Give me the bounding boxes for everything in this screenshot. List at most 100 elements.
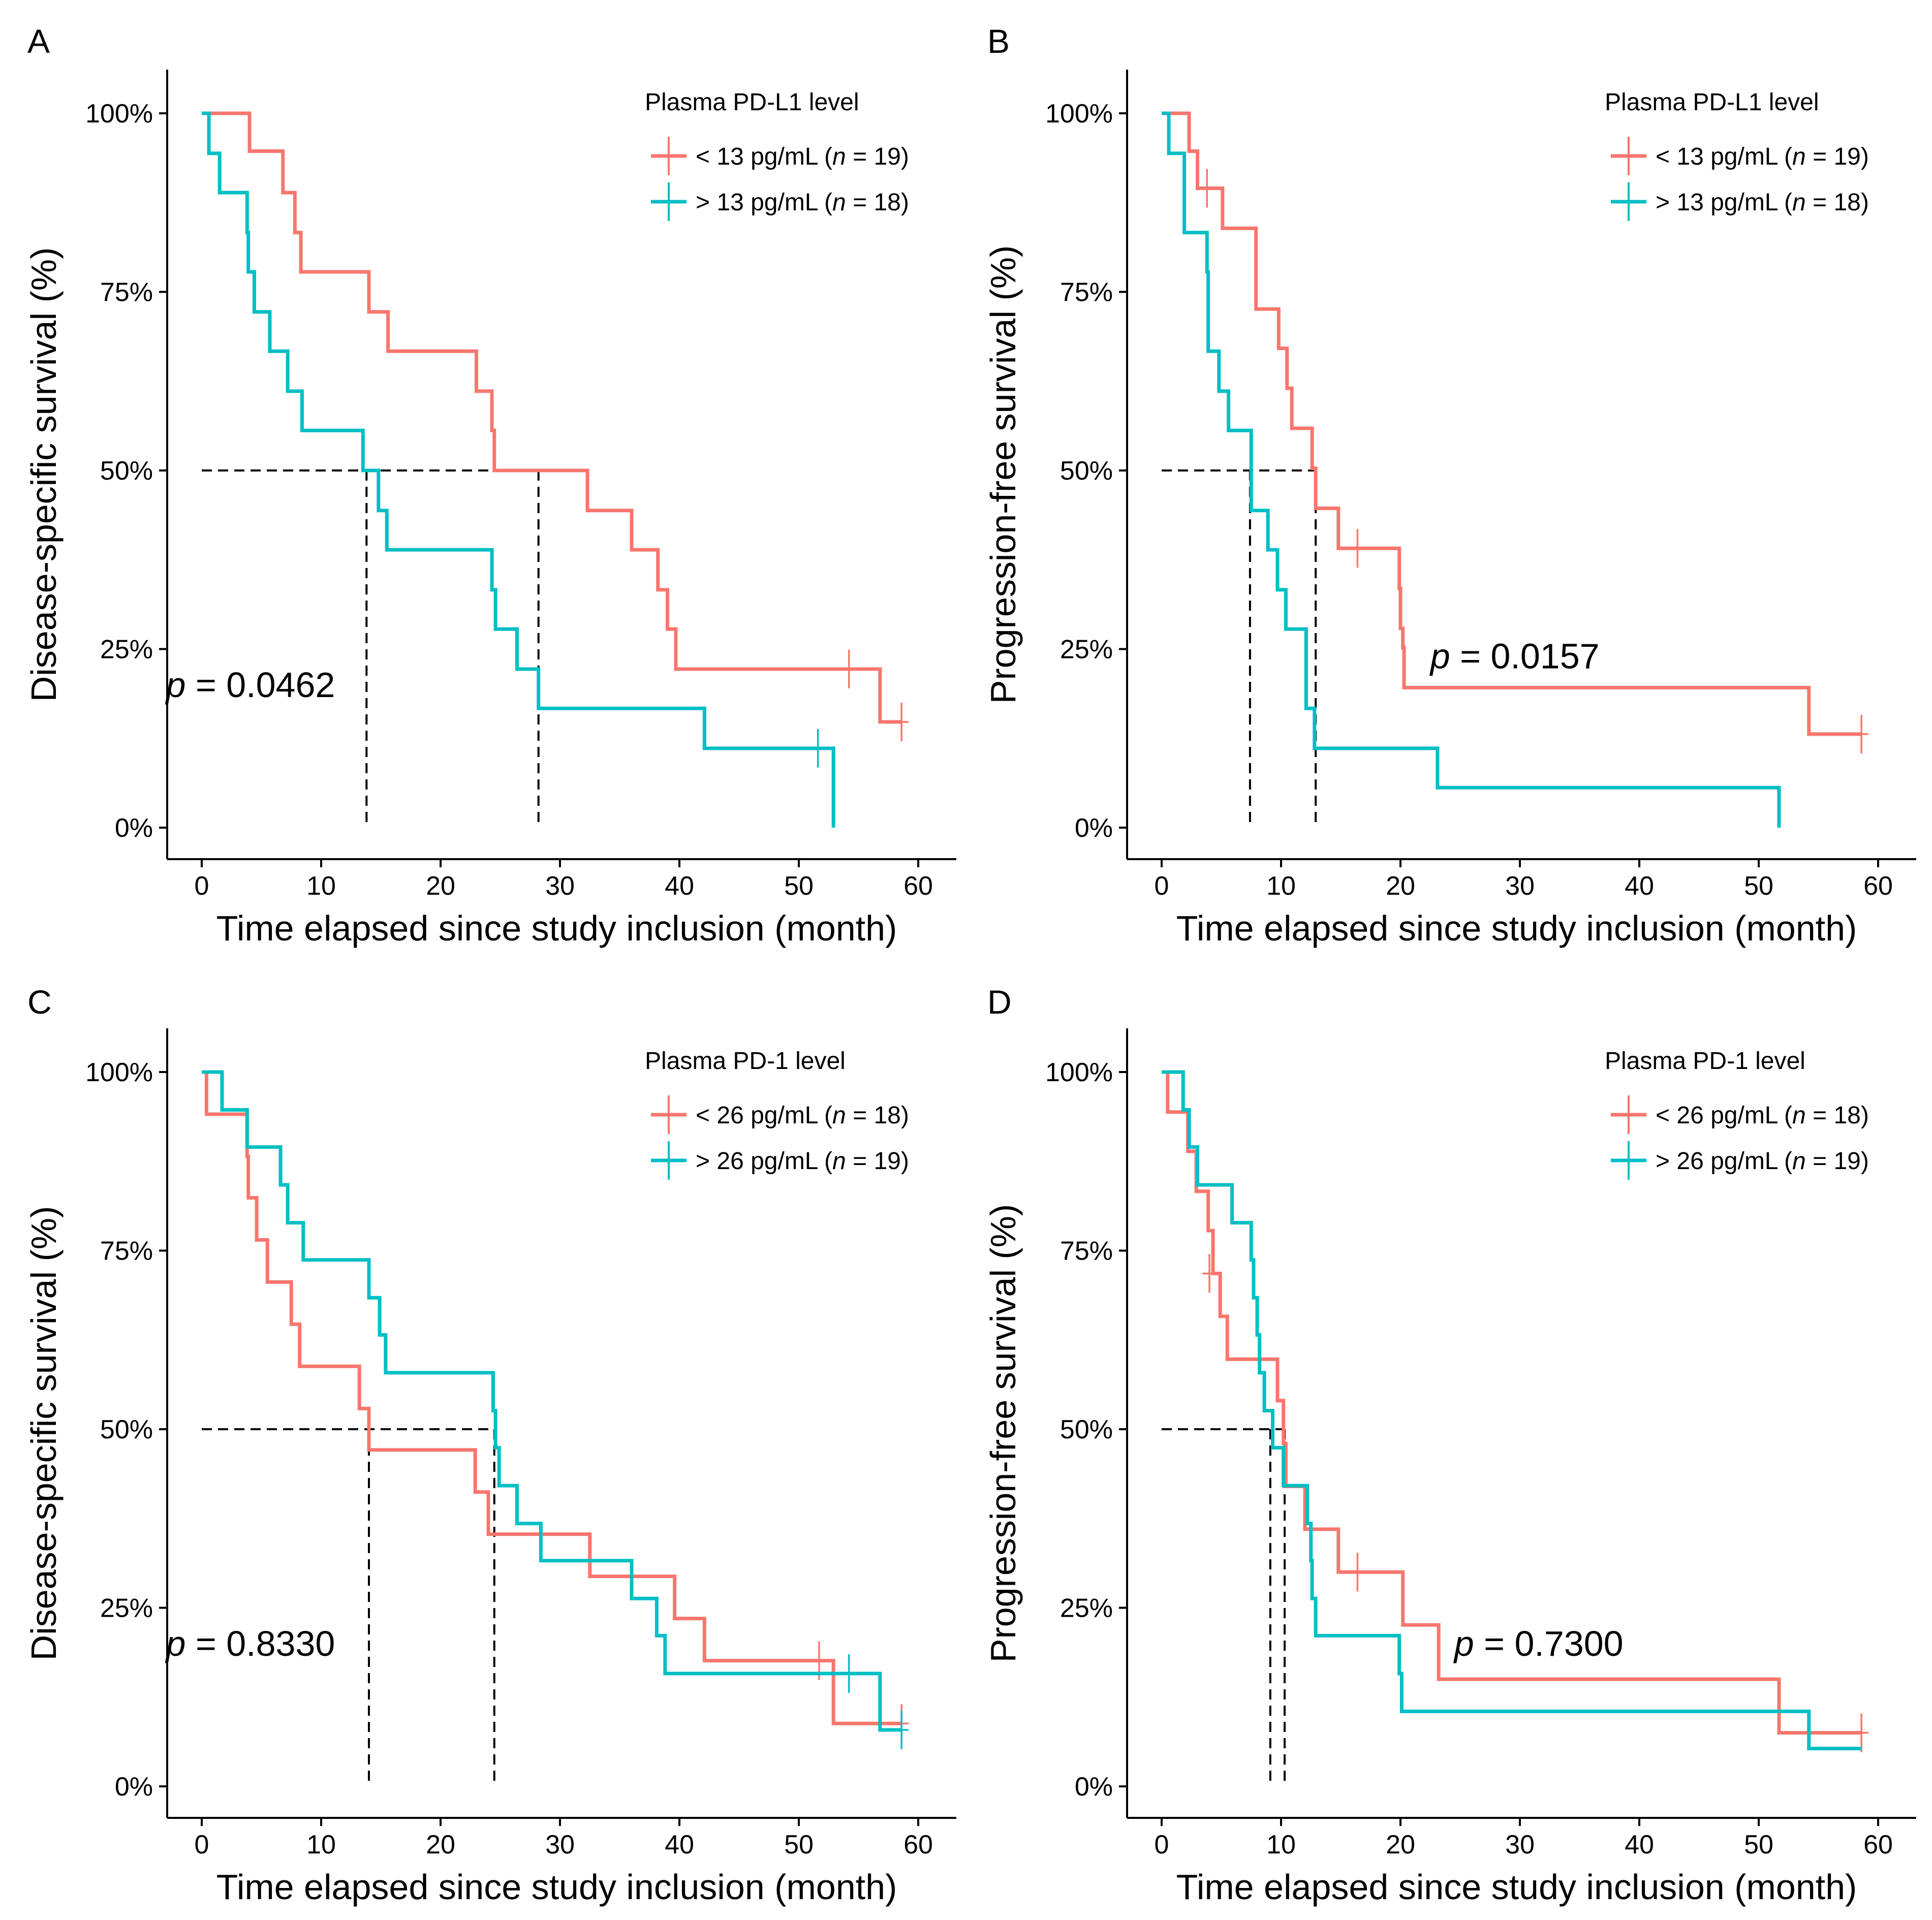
y-tick-label: 0% (115, 1772, 153, 1802)
x-tick-label: 50 (784, 1830, 814, 1860)
legend-entry-n: n (832, 1148, 846, 1175)
x-tick-label: 10 (306, 871, 336, 901)
y-tick-label: 25% (1060, 1594, 1113, 1623)
p-value-annotation: p = 0.0157 (1429, 637, 1600, 676)
p-value-annotation: p = 0.0462 (165, 665, 335, 705)
x-tick-label: 20 (426, 1830, 455, 1860)
legend-entry-range: < 26 pg/mL ( (696, 1102, 832, 1129)
x-tick-label: 30 (1505, 1830, 1535, 1860)
x-axis-title: Time elapsed since study inclusion (mont… (1176, 1867, 1857, 1907)
panel-letter: B (987, 22, 1010, 60)
p-value-number: = 0.7300 (1474, 1624, 1624, 1663)
legend-entry-range: < 13 pg/mL ( (696, 143, 832, 170)
y-tick-label: 25% (100, 1594, 153, 1623)
legend-entry-label: > 26 pg/mL (n = 19) (696, 1148, 909, 1175)
x-tick-label: 20 (1386, 1830, 1415, 1860)
x-tick-label: 30 (545, 1830, 575, 1860)
x-tick-label: 10 (1266, 871, 1296, 901)
y-tick-label: 0% (1075, 1772, 1113, 1802)
panel-letter: A (27, 22, 50, 60)
y-tick-label: 25% (100, 635, 153, 665)
y-axis-title: Disease-specific survival (%) (24, 1206, 64, 1661)
x-tick-label: 0 (1155, 871, 1169, 901)
x-tick-label: 10 (306, 1830, 336, 1860)
legend-entry-label: > 26 pg/mL (n = 19) (1656, 1148, 1869, 1175)
legend-entry-range: > 26 pg/mL ( (696, 1148, 832, 1175)
y-tick-label: 75% (100, 278, 153, 307)
panel-letter: C (27, 983, 52, 1021)
legend-entry-label: < 13 pg/mL (n = 19) (1656, 143, 1869, 170)
legend-entry-n: n (1792, 1102, 1806, 1129)
y-tick-label: 100% (1045, 1058, 1113, 1087)
y-axis-title: Progression-free survival (%) (983, 1204, 1023, 1662)
legend-entry-count: = 18) (1806, 1102, 1869, 1129)
x-tick-label: 40 (665, 871, 694, 901)
legend-entry-range: < 13 pg/mL ( (1656, 143, 1792, 170)
y-axis-title: Progression-free survival (%) (983, 245, 1023, 704)
x-tick-label: 50 (1744, 871, 1773, 901)
x-tick-label: 60 (903, 1830, 933, 1860)
km-curve-high (202, 111, 835, 828)
km-curve-low (202, 111, 902, 724)
y-tick-label: 100% (1045, 99, 1113, 129)
p-value-annotation: p = 0.7300 (1453, 1624, 1624, 1663)
x-tick-label: 60 (903, 871, 933, 901)
x-tick-label: 40 (665, 1830, 694, 1860)
legend-entry-n: n (1792, 189, 1806, 216)
panel-letter: D (987, 983, 1012, 1021)
legend-entry-count: = 18) (1806, 189, 1869, 216)
legend-entry-count: = 19) (1806, 143, 1869, 170)
y-tick-label: 0% (1075, 813, 1113, 843)
legend-entry-range: > 26 pg/mL ( (1656, 1148, 1792, 1175)
legend-entry-count: = 19) (1806, 1148, 1869, 1175)
x-tick-label: 30 (545, 871, 575, 901)
y-tick-label: 50% (100, 456, 153, 486)
x-tick-label: 20 (1386, 871, 1415, 901)
legend-entry-n: n (1792, 1148, 1806, 1175)
legend-entry-label: < 13 pg/mL (n = 19) (696, 143, 909, 170)
legend-entry-label: < 26 pg/mL (n = 18) (1656, 1102, 1869, 1129)
km-curve-high (1162, 111, 1781, 828)
km-curve-high (1162, 1070, 1862, 1750)
x-tick-label: 60 (1863, 871, 1893, 901)
x-tick-label: 40 (1625, 871, 1654, 901)
legend-entry-n: n (1792, 143, 1806, 170)
legend-entry-label: > 13 pg/mL (n = 18) (1656, 189, 1869, 216)
legend-entry-range: > 13 pg/mL ( (696, 189, 832, 216)
legend-entry-count: = 18) (846, 189, 909, 216)
y-tick-label: 25% (1060, 635, 1113, 665)
legend-entry-range: > 13 pg/mL ( (1656, 189, 1792, 216)
legend-entry-n: n (832, 189, 846, 216)
p-value-number: = 0.8330 (185, 1624, 335, 1663)
y-tick-label: 75% (100, 1237, 153, 1266)
y-axis-title: Disease-specific survival (%) (24, 247, 64, 702)
legend-title: Plasma PD-1 level (1605, 1048, 1805, 1075)
y-tick-label: 75% (1060, 278, 1113, 307)
legend-entry-count: = 19) (846, 143, 909, 170)
km-curve-low (1162, 1070, 1862, 1735)
legend-entry-count: = 19) (846, 1148, 909, 1175)
legend-entry-n: n (832, 1102, 846, 1129)
x-tick-label: 50 (1744, 1830, 1773, 1860)
x-tick-label: 0 (195, 871, 209, 901)
legend-title: Plasma PD-L1 level (645, 89, 859, 116)
legend-entry-label: > 13 pg/mL (n = 18) (696, 189, 909, 216)
x-tick-label: 0 (195, 1830, 209, 1860)
legend-title: Plasma PD-L1 level (1605, 89, 1819, 116)
x-tick-label: 10 (1266, 1830, 1296, 1860)
x-tick-label: 50 (784, 871, 814, 901)
x-tick-label: 30 (1505, 871, 1535, 901)
y-tick-label: 75% (1060, 1237, 1113, 1266)
y-tick-label: 50% (100, 1415, 153, 1444)
p-value-number: = 0.0157 (1450, 637, 1600, 676)
legend-entry-n: n (832, 143, 846, 170)
km-curve-low (202, 1070, 902, 1725)
p-value-symbol: p (165, 1624, 186, 1663)
y-tick-label: 50% (1060, 1415, 1113, 1444)
legend-entry-range: < 26 pg/mL ( (1656, 1102, 1792, 1129)
p-value-symbol: p (1429, 637, 1450, 676)
